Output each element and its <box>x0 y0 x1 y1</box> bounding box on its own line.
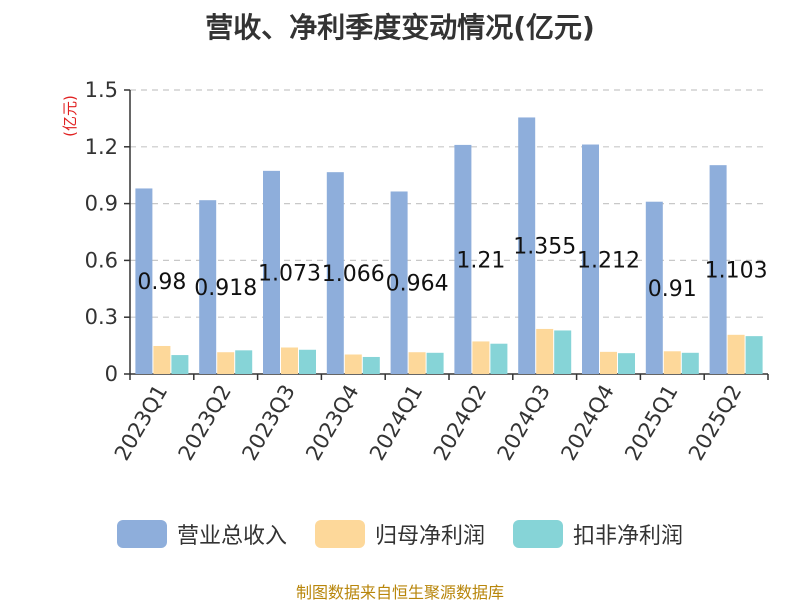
data-label: 1.355 <box>513 235 576 260</box>
x-tick-label: 2023Q2 <box>174 381 236 465</box>
y-tick-label: 0 <box>105 362 118 386</box>
data-label: 0.964 <box>386 272 449 297</box>
data-label: 0.98 <box>137 270 186 295</box>
bar-0[interactable] <box>390 191 408 374</box>
legend-swatch-deducted-profit <box>513 520 563 548</box>
legend-label-revenue: 营业总收入 <box>176 524 287 549</box>
data-label: 1.212 <box>577 248 640 273</box>
x-tick-label: 2024Q2 <box>429 381 491 465</box>
bar-0[interactable] <box>582 144 599 374</box>
bar-2[interactable] <box>745 336 763 374</box>
bar-0[interactable] <box>709 165 727 374</box>
legend-item-revenue[interactable]: 营业总收入 <box>116 518 287 550</box>
bar-1[interactable] <box>536 328 554 374</box>
y-tick-label: 0.6 <box>85 248 118 272</box>
y-tick-label: 0.3 <box>85 305 118 329</box>
y-tick-label: 1.5 <box>85 78 118 102</box>
bar-2[interactable] <box>235 350 253 374</box>
bar-0[interactable] <box>326 172 344 374</box>
legend-label-deducted-profit: 扣非净利润 <box>573 524 684 549</box>
y-tick-label: 1.2 <box>85 135 118 159</box>
x-tick-label: 2023Q4 <box>301 381 363 465</box>
bar-1[interactable] <box>472 341 490 374</box>
bar-1[interactable] <box>344 354 362 374</box>
bar-0[interactable] <box>199 200 217 374</box>
bar-2[interactable] <box>618 353 635 374</box>
x-tick-label: 2024Q1 <box>365 381 427 465</box>
bar-1[interactable] <box>153 345 171 374</box>
legend: 营业总收入 归母净利润 扣非净利润 <box>0 518 800 550</box>
bar-2[interactable] <box>681 352 699 374</box>
bar-1[interactable] <box>281 347 298 374</box>
data-label: 0.91 <box>648 277 697 302</box>
y-tick-label: 0.9 <box>85 192 118 216</box>
bar-2[interactable] <box>362 356 380 374</box>
bar-0[interactable] <box>263 170 280 374</box>
bar-1[interactable] <box>600 351 617 374</box>
bar-2[interactable] <box>171 355 189 374</box>
legend-label-net-profit: 归母净利润 <box>374 524 485 549</box>
bar-2[interactable] <box>426 352 444 374</box>
bar-2[interactable] <box>299 349 316 374</box>
bar-0[interactable] <box>454 144 472 374</box>
data-label: 1.073 <box>258 261 321 286</box>
bar-0[interactable] <box>135 188 153 374</box>
data-label: 1.21 <box>456 248 505 273</box>
legend-swatch-revenue <box>116 520 167 548</box>
x-tick-label: 2025Q2 <box>684 381 746 465</box>
bar-2[interactable] <box>490 343 508 374</box>
source-note: 制图数据来自恒生聚源数据库 <box>295 583 504 602</box>
bar-1[interactable] <box>727 334 745 374</box>
bar-1[interactable] <box>408 352 426 374</box>
x-tick-label: 2025Q1 <box>620 381 682 465</box>
x-tick-label: 2024Q4 <box>556 381 618 465</box>
legend-item-net-profit[interactable]: 归母净利润 <box>314 518 485 550</box>
bar-1[interactable] <box>217 352 235 374</box>
data-label: 0.918 <box>194 276 257 301</box>
legend-item-deducted-profit[interactable]: 扣非净利润 <box>513 518 683 550</box>
legend-swatch-net-profit <box>314 520 365 548</box>
x-tick-label: 2023Q3 <box>237 381 299 465</box>
data-label: 1.066 <box>322 262 385 287</box>
y-axis-title: (亿元) <box>61 95 79 137</box>
bar-2[interactable] <box>554 330 572 374</box>
chart-title: 营收、净利季度变动情况(亿元) <box>205 11 595 44</box>
x-tick-label: 2024Q3 <box>493 381 555 465</box>
data-label: 1.103 <box>705 259 768 284</box>
bar-0[interactable] <box>518 117 536 374</box>
bar-1[interactable] <box>663 351 681 374</box>
x-tick-label: 2023Q1 <box>110 381 172 465</box>
bar-0[interactable] <box>645 201 663 374</box>
